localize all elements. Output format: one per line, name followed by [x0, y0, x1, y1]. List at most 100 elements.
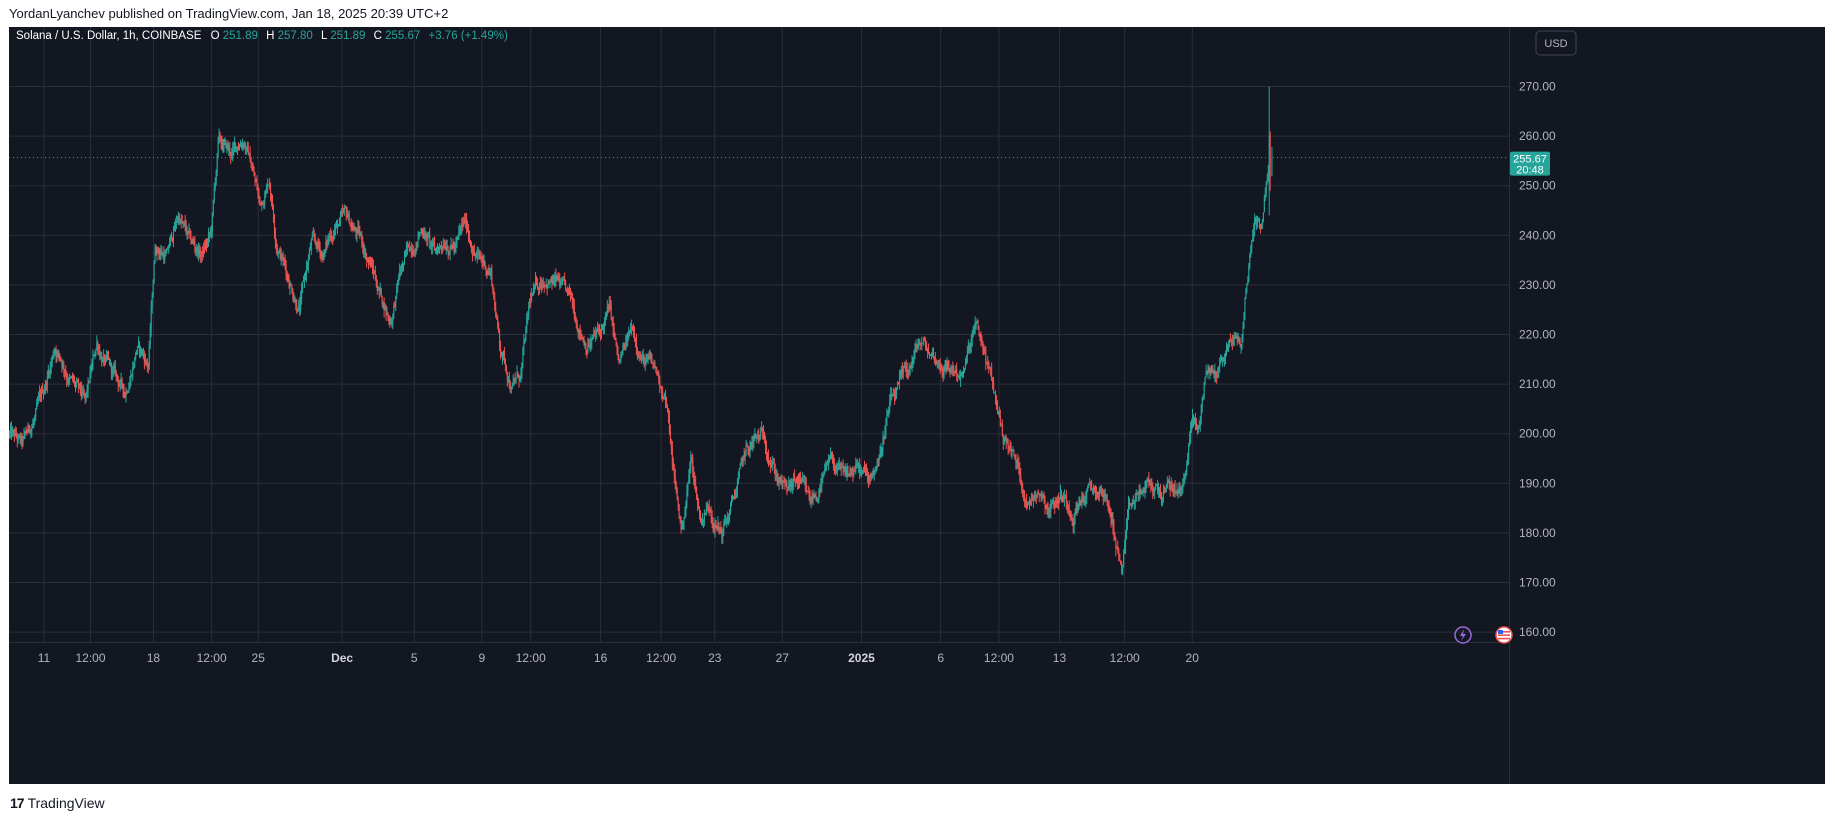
us-flag-icon[interactable] [1495, 626, 1513, 644]
candle-body [1142, 489, 1144, 492]
candle-body [1260, 225, 1262, 228]
candle-body [180, 220, 182, 222]
candle-body [296, 306, 298, 313]
candle-body [627, 335, 629, 339]
candle-body [517, 372, 519, 377]
candle-body [149, 329, 151, 345]
candle-body [139, 342, 141, 351]
candle-body [413, 254, 415, 257]
candle-body [1051, 502, 1053, 506]
candle-body [282, 259, 284, 261]
candle-body [781, 478, 783, 486]
candle-body [465, 217, 467, 223]
candle-body [910, 365, 912, 368]
candle-body [995, 393, 997, 398]
candle-body [447, 250, 449, 255]
candle-body [222, 144, 224, 149]
candle-body [367, 259, 369, 261]
candle-body [83, 393, 85, 395]
candle-body [1064, 495, 1066, 497]
x-tick-label: 25 [252, 651, 266, 665]
candle-body [1089, 483, 1091, 485]
candle-body [289, 285, 291, 288]
candle-body [242, 144, 244, 146]
candle-body [1232, 340, 1234, 345]
candle-body [856, 463, 858, 465]
candle-body [516, 372, 518, 379]
candle-body [1115, 539, 1117, 549]
candle-body [122, 383, 124, 391]
candle-body [1211, 370, 1213, 372]
candle-body [75, 382, 77, 385]
candle-body [673, 469, 675, 477]
currency-label[interactable]: USD [1544, 38, 1567, 50]
candle-body [446, 246, 448, 251]
candle-body [269, 185, 271, 187]
candle-body [90, 370, 92, 373]
price-axis[interactable]: 160.00 170.00 180.00 190.00 200.00 210.00 220.… [1519, 80, 1556, 640]
candle-body [1108, 503, 1110, 513]
candle-body [283, 259, 285, 261]
candle-body [195, 247, 197, 251]
candle-body [669, 432, 671, 444]
candle-body [259, 196, 261, 202]
candle-body [196, 247, 198, 251]
candle-body [498, 322, 500, 332]
candle-body [420, 230, 422, 233]
candle-body [144, 360, 146, 363]
candle-body [98, 348, 100, 351]
candle-body [258, 193, 260, 197]
candle-body [648, 356, 650, 358]
candle-body [601, 328, 603, 335]
candle-body [1259, 224, 1261, 228]
candle-body [1191, 421, 1193, 429]
candle-body [753, 436, 755, 441]
candle-body [1227, 343, 1229, 352]
candle-body [1020, 475, 1022, 482]
candle-body [1096, 492, 1098, 496]
candle-body [430, 242, 432, 244]
candle-body [181, 221, 183, 223]
candle-body [177, 215, 179, 221]
candle-body [993, 382, 995, 394]
candle-body [698, 503, 700, 509]
candle-body [784, 482, 786, 484]
candle-body [1129, 504, 1131, 506]
candle-body [664, 395, 666, 397]
candle-body [488, 271, 490, 274]
candle-body [596, 329, 598, 334]
lightning-icon[interactable] [1454, 626, 1472, 644]
candle-body [166, 249, 168, 254]
candle-body [1235, 336, 1237, 339]
candle-body [547, 283, 549, 289]
candle-body [671, 448, 673, 464]
candle-body [220, 139, 222, 143]
candle-body [57, 351, 59, 354]
price-chart[interactable]: 160.00 170.00 180.00 190.00 200.00 210.00 220.… [9, 27, 1825, 784]
candle-body [202, 251, 204, 255]
candle-body [1160, 496, 1162, 500]
candle-body [16, 435, 18, 441]
candle-body [765, 446, 767, 454]
footer-brand[interactable]: 17 TradingView [10, 794, 105, 812]
candle-body [898, 376, 900, 384]
candle-body [399, 270, 401, 280]
candle-body [1045, 506, 1047, 508]
time-axis[interactable]: 11 12:00 18 12:00 25 Dec 5 9 12:00 16 12:00 23 27 202… [38, 651, 1200, 665]
candle-body [140, 348, 142, 351]
candle-body [952, 366, 954, 372]
candle-body [344, 207, 346, 209]
candle-body [1242, 327, 1244, 341]
candle-body [119, 382, 121, 387]
candlestick-chart-svg[interactable]: 160.00 170.00 180.00 190.00 200.00 210.00 220.… [9, 27, 1825, 784]
candle-body [1177, 491, 1179, 495]
candle-body [1116, 548, 1118, 550]
candle-body [905, 366, 907, 370]
candle-body [1187, 459, 1189, 465]
candle-body [1252, 237, 1254, 241]
currency-button[interactable]: USD [1535, 30, 1577, 56]
candle-body [24, 431, 26, 434]
candle-body [962, 370, 964, 374]
candle-body [1150, 483, 1152, 485]
candle-body [326, 241, 328, 244]
